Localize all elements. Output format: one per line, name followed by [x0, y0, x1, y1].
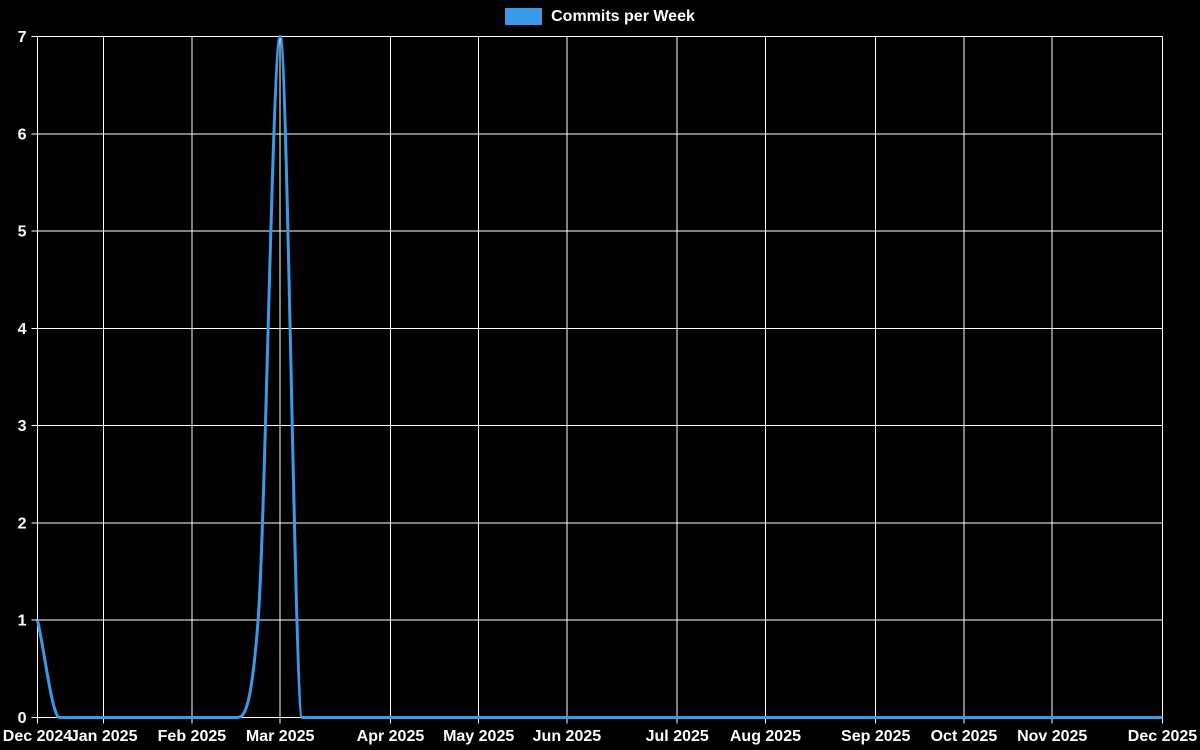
- y-tick-label: 0: [18, 710, 27, 727]
- x-tick-label: Aug 2025: [730, 728, 801, 745]
- y-tick-label: 2: [18, 515, 27, 532]
- series-line-commits-per-week: [36, 35, 1163, 719]
- y-tick-label: 3: [18, 418, 27, 435]
- x-tick-label: Mar 2025: [246, 728, 315, 745]
- x-tick-label: May 2025: [443, 728, 514, 745]
- x-tick-label: Dec 2024: [3, 728, 72, 745]
- y-tick-label: 6: [18, 126, 27, 143]
- x-tick-label: Jul 2025: [646, 728, 709, 745]
- x-tick-label: Oct 2025: [931, 728, 998, 745]
- x-tick-label: Sep 2025: [841, 728, 910, 745]
- x-tick-label: Nov 2025: [1017, 728, 1087, 745]
- x-tick-label: Jun 2025: [533, 728, 602, 745]
- x-tick-label: Jan 2025: [70, 728, 138, 745]
- x-tick-label: Feb 2025: [158, 728, 227, 745]
- y-tick-label: 4: [18, 321, 27, 338]
- y-tick-label: 5: [18, 224, 27, 241]
- x-tick-label: Dec 2025: [1128, 728, 1197, 745]
- x-tick-label: Apr 2025: [357, 728, 425, 745]
- y-tick-label: 7: [18, 29, 27, 46]
- y-tick-label: 1: [18, 613, 27, 630]
